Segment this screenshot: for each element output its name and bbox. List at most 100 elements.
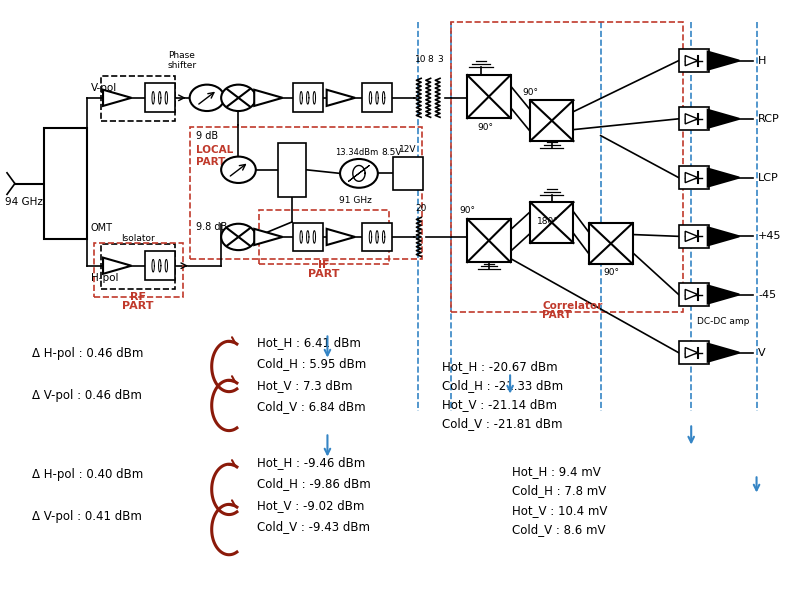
Bar <box>679 283 709 306</box>
Polygon shape <box>708 227 739 245</box>
Bar <box>101 243 175 288</box>
Text: 3: 3 <box>437 55 443 64</box>
Text: 8.5V: 8.5V <box>381 148 402 157</box>
Polygon shape <box>708 285 739 304</box>
Text: H-pol: H-pol <box>91 273 118 282</box>
Bar <box>278 143 306 197</box>
Bar <box>530 202 574 243</box>
Circle shape <box>221 157 256 183</box>
Text: Isolator: Isolator <box>121 234 155 243</box>
Text: Δ H-pol : 0.40 dBm: Δ H-pol : 0.40 dBm <box>32 468 144 481</box>
Bar <box>189 127 422 258</box>
Circle shape <box>221 85 256 111</box>
Bar <box>362 84 392 112</box>
Bar <box>94 243 182 297</box>
Bar <box>362 222 392 251</box>
Text: Cold_H : -21.33 dBm: Cold_H : -21.33 dBm <box>442 379 563 392</box>
Text: 9 dB: 9 dB <box>196 130 218 141</box>
Text: Phase
shifter: Phase shifter <box>167 51 196 70</box>
Text: -45: -45 <box>758 290 776 299</box>
Polygon shape <box>708 169 739 186</box>
Polygon shape <box>254 90 282 106</box>
Circle shape <box>189 85 224 111</box>
Bar <box>467 75 510 118</box>
Text: Cold_V : -21.81 dBm: Cold_V : -21.81 dBm <box>442 418 562 430</box>
Text: 10: 10 <box>415 55 427 64</box>
Text: V-pol: V-pol <box>91 82 117 93</box>
Circle shape <box>340 159 378 188</box>
Text: LCP: LCP <box>758 172 779 183</box>
Text: Δ V-pol : 0.46 dBm: Δ V-pol : 0.46 dBm <box>32 389 142 401</box>
Polygon shape <box>327 90 355 106</box>
Bar <box>144 251 174 280</box>
Polygon shape <box>685 172 697 183</box>
Text: Cold_V : 6.84 dBm: Cold_V : 6.84 dBm <box>256 400 365 413</box>
Text: 9.8 dB: 9.8 dB <box>196 222 227 232</box>
Text: +45: +45 <box>758 231 782 242</box>
Text: Δ H-pol : 0.46 dBm: Δ H-pol : 0.46 dBm <box>32 347 144 360</box>
Text: 8: 8 <box>428 55 433 64</box>
Bar <box>679 108 709 130</box>
Bar <box>679 49 709 72</box>
Text: Hot_V : 10.4 mV: Hot_V : 10.4 mV <box>513 504 608 517</box>
Text: Cold_V : 8.6 mV: Cold_V : 8.6 mV <box>513 523 606 536</box>
Text: PART: PART <box>308 269 339 279</box>
Text: Correlator: Correlator <box>542 301 603 311</box>
Bar <box>467 219 510 262</box>
Text: LOCAL: LOCAL <box>196 145 234 155</box>
Bar <box>144 84 174 112</box>
Text: 13.34dBm: 13.34dBm <box>335 148 379 157</box>
Polygon shape <box>327 229 355 245</box>
Circle shape <box>221 224 256 250</box>
Text: 90°: 90° <box>459 206 475 215</box>
Text: 91 GHz: 91 GHz <box>338 196 372 205</box>
Text: PART: PART <box>196 157 226 167</box>
Text: PART: PART <box>122 301 153 311</box>
Text: Cold_H : -9.86 dBm: Cold_H : -9.86 dBm <box>256 477 370 490</box>
Text: 90°: 90° <box>603 267 619 276</box>
Text: Δ V-pol : 0.41 dBm: Δ V-pol : 0.41 dBm <box>32 510 142 523</box>
Text: H: H <box>758 56 766 66</box>
Bar <box>259 210 389 264</box>
Text: RF: RF <box>129 292 146 302</box>
Text: Cold_H : 7.8 mV: Cold_H : 7.8 mV <box>513 484 607 497</box>
Text: DC-DC amp: DC-DC amp <box>697 317 750 326</box>
Text: 12V: 12V <box>399 145 417 154</box>
Bar <box>589 223 633 264</box>
Polygon shape <box>685 290 697 300</box>
Text: RCP: RCP <box>758 114 780 124</box>
Polygon shape <box>685 347 697 358</box>
Bar <box>393 157 423 190</box>
Text: OMT: OMT <box>90 223 112 233</box>
Text: Hot_V : -21.14 dBm: Hot_V : -21.14 dBm <box>442 398 556 411</box>
Bar <box>530 100 574 141</box>
Text: 90°: 90° <box>477 123 493 132</box>
Polygon shape <box>685 114 697 124</box>
Polygon shape <box>103 90 132 106</box>
Bar <box>293 84 323 112</box>
Bar <box>451 22 683 313</box>
Bar <box>679 225 709 248</box>
Bar <box>679 341 709 364</box>
Polygon shape <box>685 55 697 66</box>
Text: Cold_V : -9.43 dBm: Cold_V : -9.43 dBm <box>256 520 369 533</box>
Polygon shape <box>708 110 739 128</box>
Text: Hot_V : -9.02 dBm: Hot_V : -9.02 dBm <box>256 499 364 512</box>
Bar <box>679 166 709 189</box>
Polygon shape <box>685 231 697 242</box>
Text: Hot_H : 6.41 dBm: Hot_H : 6.41 dBm <box>256 336 361 349</box>
Text: 20: 20 <box>416 204 427 213</box>
Bar <box>293 222 323 251</box>
Text: 90°: 90° <box>522 88 538 97</box>
Text: 180°: 180° <box>537 218 559 227</box>
Text: Hot_H : -20.67 dBm: Hot_H : -20.67 dBm <box>442 360 557 373</box>
Bar <box>101 76 175 121</box>
Bar <box>43 128 87 239</box>
Text: Hot_H : -9.46 dBm: Hot_H : -9.46 dBm <box>256 456 365 469</box>
Text: Cold_H : 5.95 dBm: Cold_H : 5.95 dBm <box>256 357 366 370</box>
Text: 94 GHz: 94 GHz <box>5 197 43 207</box>
Text: V: V <box>758 347 766 358</box>
Text: IF: IF <box>318 260 329 270</box>
Text: Hot_H : 9.4 mV: Hot_H : 9.4 mV <box>513 465 601 478</box>
Text: PART: PART <box>542 311 572 320</box>
